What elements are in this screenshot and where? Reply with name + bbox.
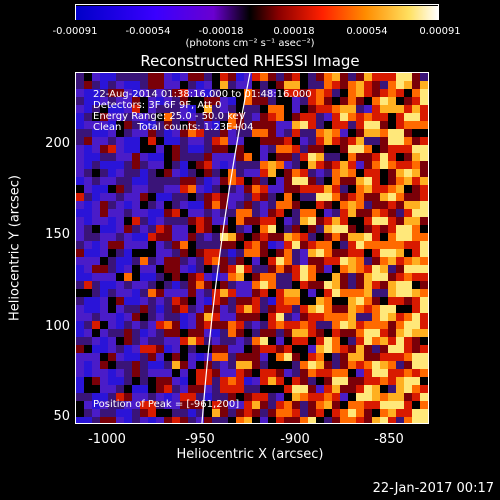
x-tick-label: -1000 (88, 432, 126, 447)
detectors-label: Detectors: 3F 6F 9F, Att 0 (93, 100, 222, 111)
colorbar-tick: 0.00054 (346, 26, 388, 37)
y-tick-label: 200 (45, 136, 70, 151)
colorbar-units: (photons cm⁻² s⁻¹ asec⁻²) (185, 38, 315, 49)
colorbar-gradient (76, 6, 438, 20)
hxr-image (76, 73, 428, 423)
y-tick-label: 100 (45, 319, 70, 334)
generation-date: 22-Jan-2017 00:17 (372, 481, 494, 496)
x-tick-label: -900 (280, 432, 310, 447)
image-plot: 22-Aug-2014 01:38:16.000 to 01:48:16.000… (75, 72, 429, 424)
counts-label: Clean Total counts: 1.23E+04 (93, 122, 254, 133)
x-tick-label: -850 (374, 432, 404, 447)
peak-position-label: Position of Peak = [-961,200] (93, 399, 240, 410)
colorbar-tick: 0.00018 (273, 26, 315, 37)
colorbar-tick: -0.00091 (52, 26, 98, 37)
time-range-label: 22-Aug-2014 01:38:16.000 to 01:48:16.000 (93, 89, 312, 100)
y-tick-label: 50 (53, 409, 70, 424)
x-tick-label: -950 (185, 432, 215, 447)
y-tick-label: 150 (45, 227, 70, 242)
colorbar-tick: 0.00091 (419, 26, 461, 37)
x-axis-label: Heliocentric X (arcsec) (176, 447, 324, 462)
y-axis-label: Heliocentric Y (arcsec) (7, 175, 23, 321)
colorbar-tick: -0.00054 (125, 26, 171, 37)
energy-range-label: Energy Range: 25.0 - 50.0 keV (93, 111, 246, 122)
solar-limb-line (201, 73, 251, 423)
colorbar-tick: -0.00018 (198, 26, 244, 37)
plot-title: Reconstructed RHESSI Image (140, 52, 360, 70)
colorbar (75, 4, 439, 20)
